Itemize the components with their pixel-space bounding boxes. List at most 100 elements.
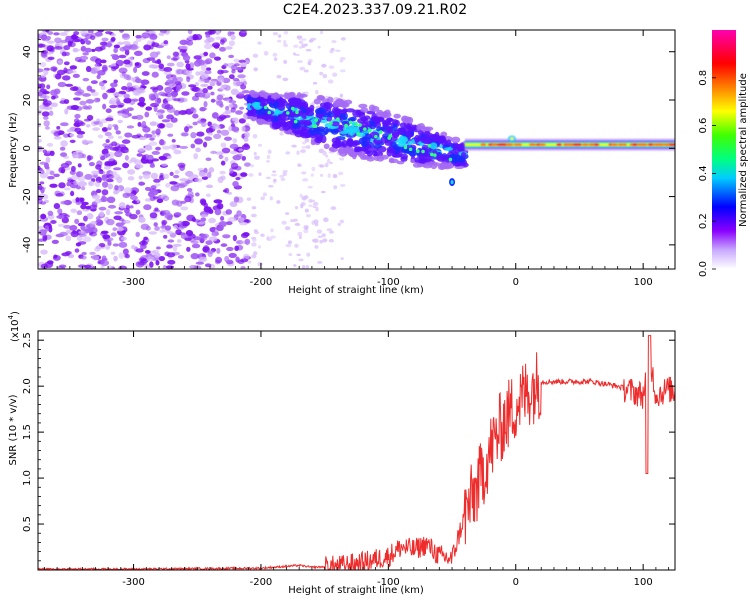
noise-blob: [174, 169, 180, 174]
y-tick-label: 0: [22, 145, 33, 151]
noise-blob: [180, 233, 188, 240]
noise-blob: [108, 135, 114, 140]
noise-blob: [113, 255, 118, 262]
noise-blob: [193, 55, 202, 60]
noise-blob: [86, 212, 94, 220]
noise-blob: [312, 205, 317, 209]
noise-blob: [297, 60, 303, 63]
x-tick-label: 0: [513, 577, 519, 588]
noise-blob: [194, 82, 200, 86]
noise-blob: [225, 221, 233, 226]
noise-blob: [166, 252, 176, 258]
signal-blob: [350, 116, 357, 122]
noise-blob: [292, 52, 296, 56]
noise-blob: [86, 154, 92, 162]
noise-blob: [276, 74, 282, 79]
noise-blob: [222, 111, 229, 116]
noise-blob: [38, 165, 41, 171]
noise-blob: [232, 138, 238, 144]
noise-blob: [53, 202, 61, 210]
noise-blob: [176, 61, 185, 68]
noise-blob: [39, 93, 47, 99]
signal-peak: [329, 121, 333, 125]
noise-blob: [118, 54, 127, 59]
noise-blob: [165, 265, 175, 269]
noise-blob: [221, 147, 231, 154]
noise-blob: [74, 37, 83, 42]
noise-blob: [214, 56, 221, 61]
noise-blob: [197, 92, 206, 98]
noise-blob: [50, 220, 57, 224]
noise-blob: [65, 235, 72, 242]
noise-blob: [331, 40, 337, 44]
noise-blob: [105, 108, 112, 113]
noise-blob: [112, 146, 120, 152]
noise-blob: [144, 186, 152, 192]
noise-blob: [184, 237, 192, 241]
noise-blob: [51, 239, 59, 245]
noise-blob: [153, 222, 158, 227]
snr-y-axis-label: SNR (10 * v/v): [8, 394, 19, 465]
noise-blob: [328, 65, 335, 69]
noise-blob: [59, 32, 68, 37]
noise-blob: [76, 235, 83, 241]
noise-blob: [217, 176, 224, 184]
noise-blob: [100, 259, 110, 267]
noise-blob: [155, 246, 161, 250]
noise-blob: [56, 126, 61, 130]
noise-blob: [122, 162, 130, 169]
noise-blob: [149, 51, 159, 59]
noise-blob: [270, 228, 274, 233]
noise-blob: [38, 229, 47, 236]
noise-blob: [118, 241, 128, 248]
noise-blob: [283, 39, 287, 45]
noise-blob: [136, 153, 143, 157]
noise-blob: [306, 252, 311, 257]
noise-blob: [192, 121, 198, 126]
noise-blob: [231, 117, 239, 122]
signal-peak: [312, 124, 316, 128]
noise-blob: [210, 150, 217, 154]
noise-blob: [320, 190, 326, 194]
noise-blob: [176, 200, 183, 207]
signal-blob: [363, 117, 369, 125]
noise-blob: [146, 57, 156, 61]
noise-blob: [91, 194, 101, 200]
noise-blob: [163, 40, 169, 45]
noise-blob: [38, 184, 43, 191]
noise-blob: [107, 204, 117, 209]
noise-blob: [216, 100, 223, 106]
noise-blob: [57, 223, 65, 227]
noise-blob: [114, 211, 124, 215]
noise-blob: [80, 225, 86, 231]
noise-blob: [65, 229, 72, 235]
noise-blob: [149, 137, 155, 141]
signal-blob: [412, 162, 421, 168]
noise-blob: [100, 231, 108, 237]
noise-blob: [138, 87, 146, 94]
noise-blob: [166, 62, 175, 67]
noise-blob: [41, 49, 49, 55]
noise-blob: [190, 253, 199, 260]
noise-blob: [304, 208, 309, 213]
noise-blob: [250, 213, 257, 218]
signal-blob: [392, 123, 398, 132]
signal-blob: [451, 136, 461, 143]
noise-blob: [195, 147, 201, 153]
noise-blob: [298, 46, 303, 49]
signal-peak: [513, 143, 519, 147]
noise-blob: [272, 178, 277, 184]
signal-peak: [314, 118, 318, 122]
noise-blob: [83, 37, 89, 42]
snr-y-ticks: 0.5 1.0 1.5 2.0 2.5: [22, 332, 675, 562]
signal-peak: [665, 143, 671, 147]
noise-blob: [134, 50, 143, 56]
snr-x-ticks: -300 -200 -100 0 100: [43, 331, 670, 588]
noise-blob: [69, 86, 79, 91]
signal-blob: [358, 103, 368, 109]
noise-blob: [95, 164, 102, 170]
noise-blob: [284, 226, 291, 231]
noise-blob: [129, 205, 134, 209]
signal-peak: [618, 143, 623, 147]
signal-blob: [346, 139, 355, 147]
